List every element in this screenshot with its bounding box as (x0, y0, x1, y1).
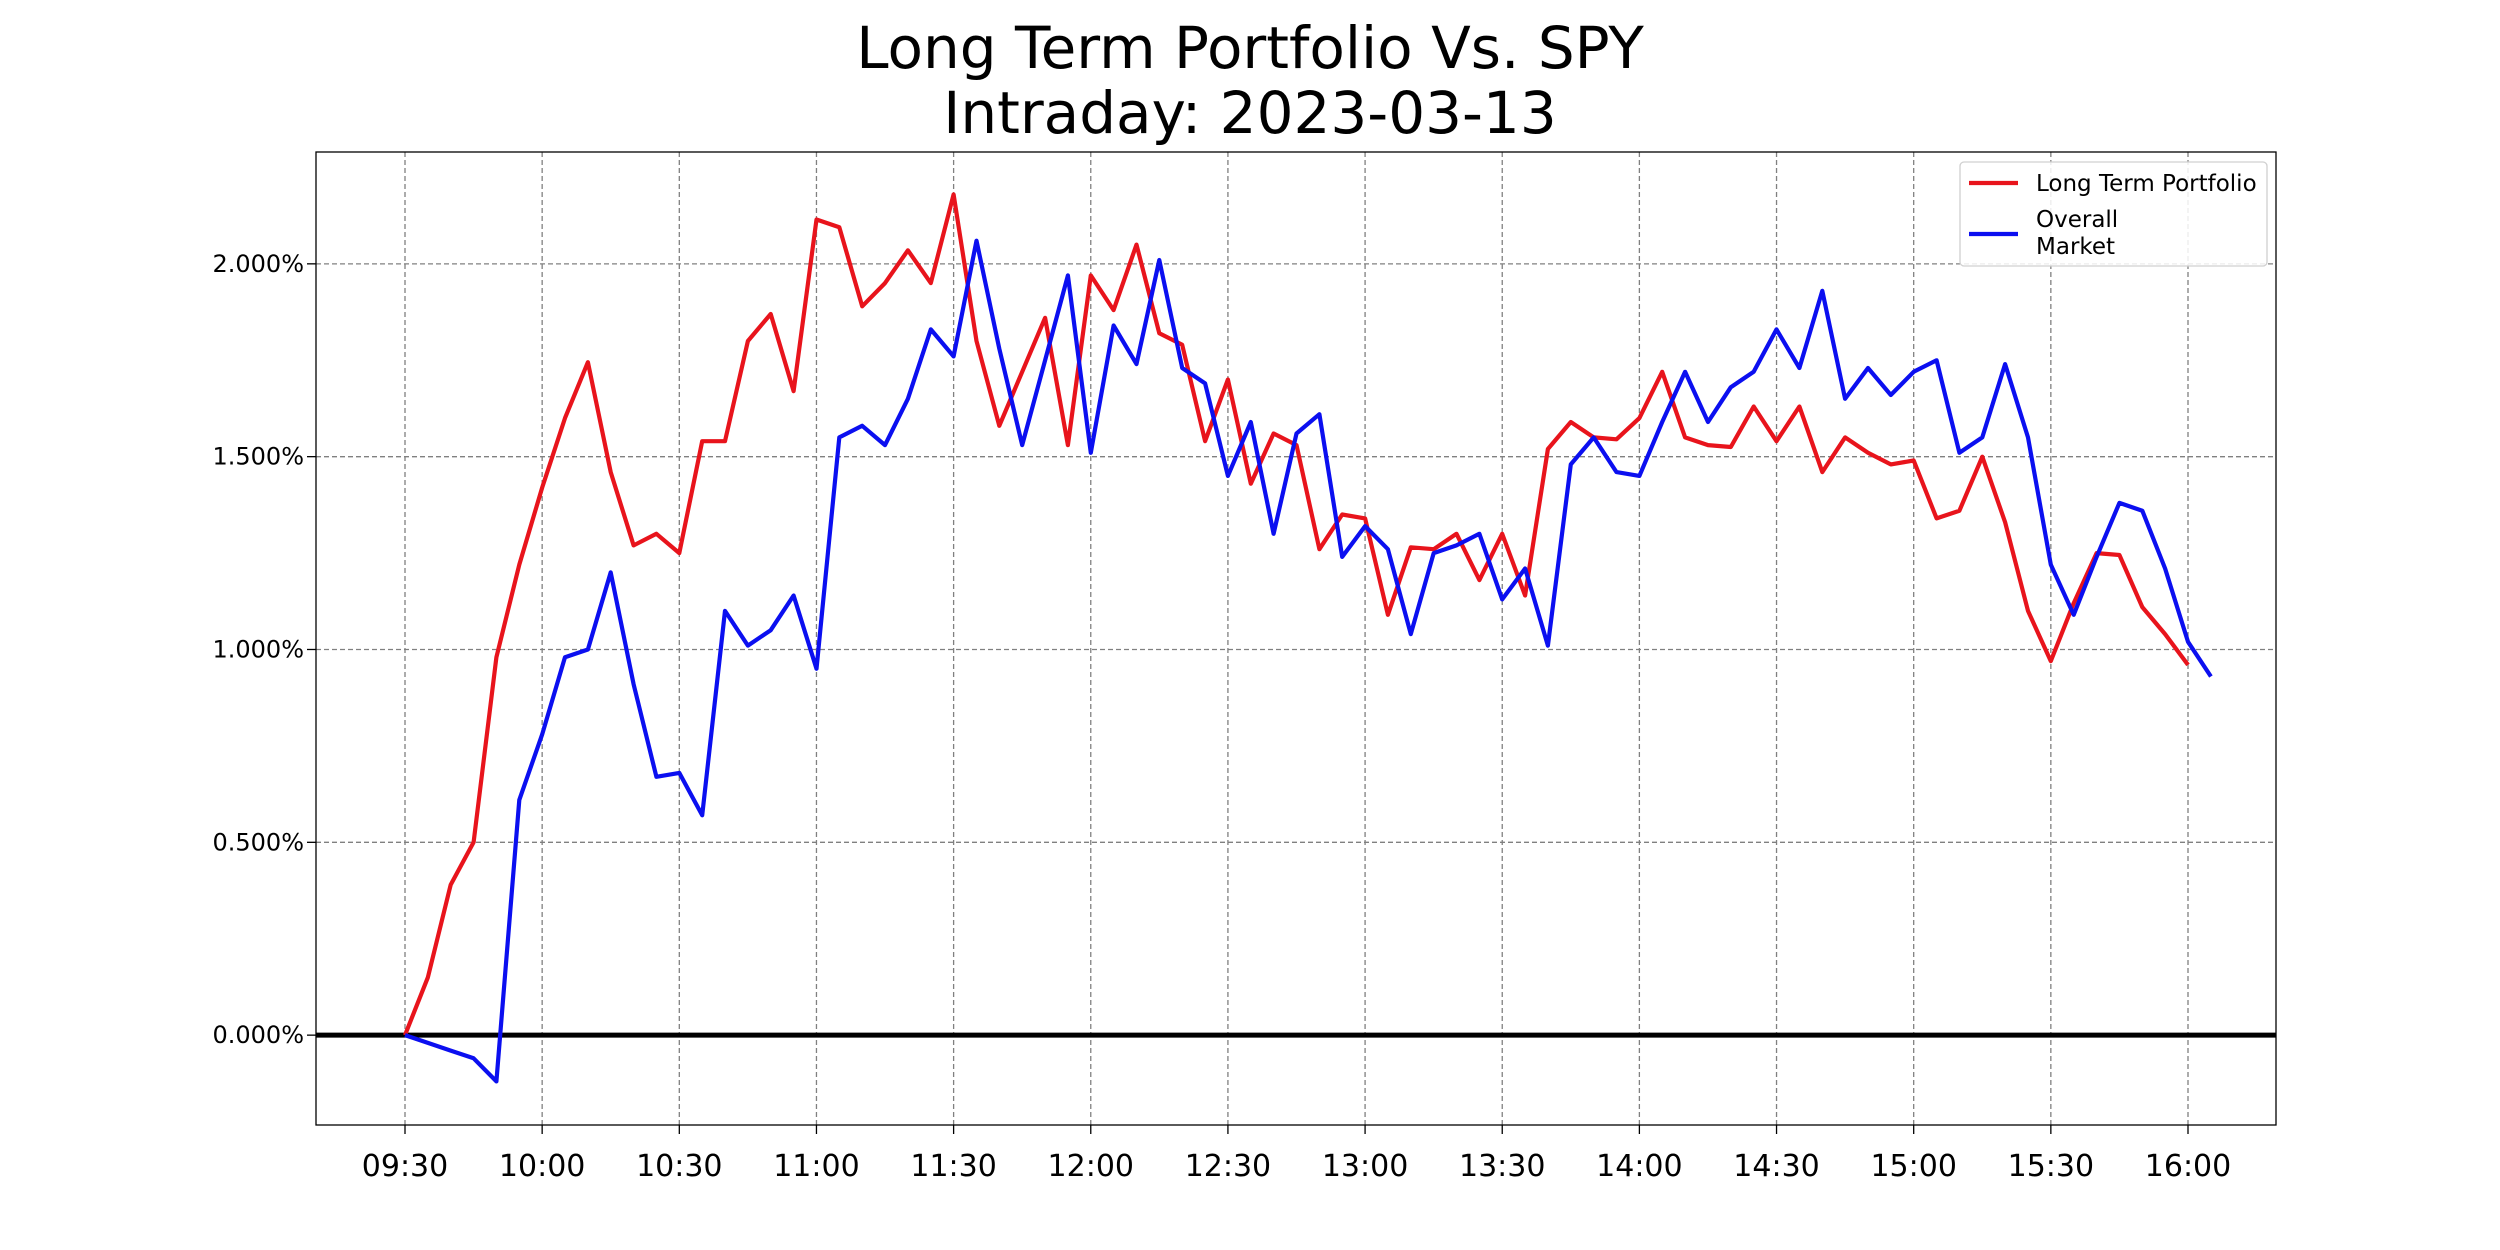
y-tick-label: 2.000% (212, 250, 304, 278)
x-tick-label: 12:00 (1048, 1149, 1134, 1184)
x-tick-label: 15:00 (1870, 1149, 1956, 1184)
series-line-1 (403, 192, 2190, 1036)
x-tick-label: 13:00 (1322, 1149, 1408, 1184)
legend-label-2: Overall Market (2036, 207, 2118, 260)
x-tick-label: 15:30 (2008, 1149, 2094, 1184)
y-tick-label: 0.000% (212, 1021, 304, 1049)
x-tick-label: 11:30 (910, 1149, 996, 1184)
series-lines (403, 192, 2213, 1084)
x-tick-label: 09:30 (362, 1149, 448, 1184)
x-tick-label: 14:30 (1733, 1149, 1819, 1184)
x-tick-label: 16:00 (2145, 1149, 2231, 1184)
plot-area-frame (315, 151, 2277, 1126)
grid-lines (316, 152, 2276, 1125)
legend-box (1959, 161, 2268, 267)
x-axis-ticks: 09:30 10:00 10:30 11:00 11:30 12:00 12:30 13:00… (362, 1125, 2231, 1184)
y-tick-label: 1.000% (212, 635, 304, 663)
x-tick-label: 10:00 (499, 1149, 585, 1184)
x-tick-label: 14:00 (1596, 1149, 1682, 1184)
chart-title-line-1: Long Term Portfolio Vs. SPY (856, 14, 1644, 82)
series-line-2 (404, 238, 2213, 1084)
x-tick-label: 13:30 (1459, 1149, 1545, 1184)
legend-label-1: Long Term Portfolio (2036, 171, 2257, 197)
chart-title-line-2: Intraday: 2023-03-13 (943, 79, 1557, 147)
x-tick-label: 10:30 (636, 1149, 722, 1184)
x-tick-label: 11:00 (773, 1149, 859, 1184)
legend: Long Term Portfolio Overall Market (1959, 161, 2268, 267)
x-tick-label: 12:30 (1185, 1149, 1271, 1184)
y-axis-ticks: 0.000% 0.500% 1.000% 1.500% 2.000% (212, 250, 316, 1049)
y-tick-label: 0.500% (212, 828, 304, 856)
y-tick-label: 1.500% (212, 443, 304, 471)
